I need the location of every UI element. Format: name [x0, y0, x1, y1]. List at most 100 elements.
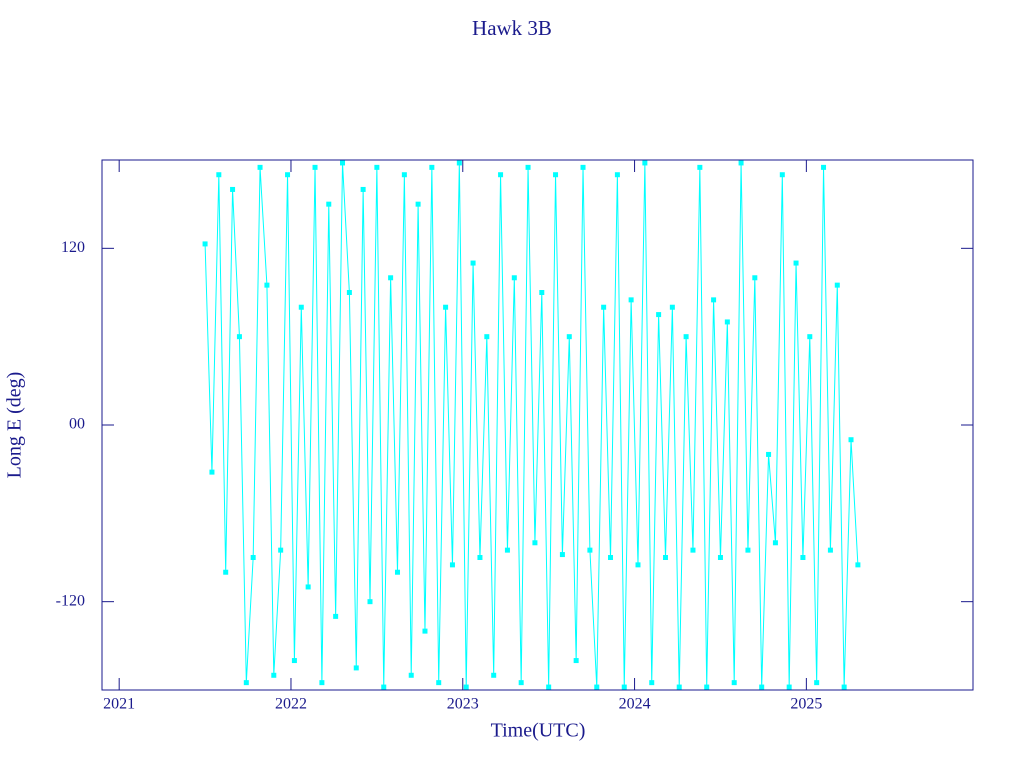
- data-point: [271, 672, 277, 678]
- data-point: [518, 680, 524, 686]
- data-point: [779, 172, 785, 178]
- x-tick-label: 2024: [619, 696, 651, 713]
- data-point: [827, 547, 833, 553]
- data-point: [250, 555, 256, 560]
- data-point: [443, 304, 449, 310]
- data-point: [360, 186, 366, 192]
- data-point: [394, 569, 400, 575]
- data-point: [724, 319, 730, 325]
- data-point: [415, 201, 421, 207]
- data-point: [697, 164, 703, 170]
- data-point: [766, 451, 772, 457]
- data-point: [511, 275, 517, 281]
- data-point: [841, 684, 847, 690]
- data-point: [429, 164, 435, 170]
- data-point: [759, 684, 765, 690]
- data-point: [326, 201, 332, 207]
- data-point: [752, 275, 758, 281]
- data-point: [587, 547, 593, 553]
- data-point: [614, 172, 620, 178]
- data-point: [642, 160, 648, 166]
- y-tick-label: 00: [69, 416, 85, 433]
- data-point: [422, 628, 428, 634]
- data-point: [236, 334, 242, 340]
- data-point: [216, 172, 222, 178]
- data-point: [559, 552, 565, 558]
- data-point: [786, 684, 792, 690]
- data-point: [436, 680, 442, 686]
- data-point: [223, 569, 229, 575]
- data-point: [649, 680, 655, 686]
- data-point: [793, 260, 799, 266]
- data-point: [319, 680, 325, 686]
- data-point: [621, 684, 627, 690]
- data-point: [608, 555, 614, 560]
- data-point: [683, 334, 689, 340]
- data-point: [814, 680, 820, 686]
- data-point: [346, 290, 352, 295]
- data-point: [717, 555, 723, 560]
- data-point: [800, 555, 806, 560]
- data-point: [388, 275, 394, 281]
- data-point: [230, 186, 236, 192]
- data-point: [381, 684, 387, 690]
- data-point: [312, 164, 318, 170]
- data-point: [374, 164, 380, 170]
- data-point: [202, 241, 208, 247]
- data-point: [257, 164, 263, 170]
- data-point: [367, 599, 373, 605]
- data-point: [470, 260, 476, 266]
- data-point: [539, 290, 545, 295]
- data-point: [594, 684, 600, 690]
- data-point: [772, 540, 778, 546]
- data-point: [566, 334, 572, 340]
- x-tick-label: 2022: [275, 696, 307, 713]
- x-axis-label: Time(UTC): [491, 720, 586, 742]
- data-point: [662, 555, 668, 560]
- data-point: [298, 304, 304, 310]
- data-point: [855, 562, 861, 568]
- x-tick-label: 2025: [790, 696, 822, 713]
- data-point: [601, 304, 607, 310]
- data-point: [291, 658, 297, 664]
- data-point: [278, 547, 284, 553]
- data-point: [243, 680, 249, 686]
- data-point: [209, 469, 215, 475]
- data-point: [848, 437, 854, 443]
- chart-title: Hawk 3B: [472, 16, 552, 40]
- data-point: [504, 547, 510, 553]
- data-point: [834, 282, 840, 288]
- data-point: [491, 672, 497, 678]
- y-tick-label: 120: [61, 239, 85, 256]
- data-point: [711, 297, 717, 303]
- data-point: [628, 297, 634, 303]
- data-point: [546, 684, 552, 690]
- y-axis-label: Long E (deg): [4, 372, 26, 479]
- data-point: [264, 282, 270, 288]
- data-point: [704, 684, 710, 690]
- data-point: [408, 672, 414, 678]
- data-point: [669, 304, 675, 310]
- data-point: [401, 172, 407, 178]
- data-point: [477, 555, 483, 560]
- data-point: [738, 160, 744, 166]
- data-point: [821, 164, 827, 170]
- data-point: [553, 172, 559, 178]
- data-point: [449, 562, 455, 568]
- data-point: [463, 684, 469, 690]
- x-tick-label: 2023: [447, 696, 479, 713]
- data-point: [807, 334, 813, 340]
- data-point: [745, 547, 751, 553]
- data-point: [498, 172, 504, 178]
- data-point: [525, 164, 531, 170]
- x-tick-label: 2021: [103, 696, 135, 713]
- y-tick-label: -120: [56, 592, 85, 609]
- data-point: [340, 160, 346, 166]
- data-point: [353, 665, 359, 671]
- data-point: [484, 334, 490, 340]
- plot-area: [202, 160, 861, 690]
- data-point: [305, 584, 311, 590]
- data-point: [580, 164, 586, 170]
